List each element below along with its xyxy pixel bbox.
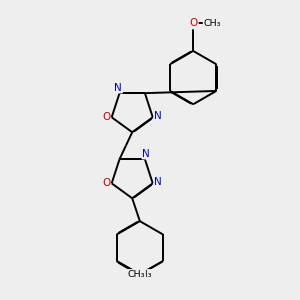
Text: CH₃: CH₃ [135, 270, 152, 279]
Text: N: N [154, 111, 162, 121]
Text: CH₃: CH₃ [128, 270, 145, 279]
Text: O: O [190, 19, 198, 28]
Text: N: N [154, 177, 162, 187]
Text: CH₃: CH₃ [203, 19, 221, 28]
Text: O: O [102, 178, 110, 188]
Text: O: O [102, 112, 110, 122]
Text: N: N [142, 148, 150, 159]
Text: N: N [114, 82, 122, 93]
